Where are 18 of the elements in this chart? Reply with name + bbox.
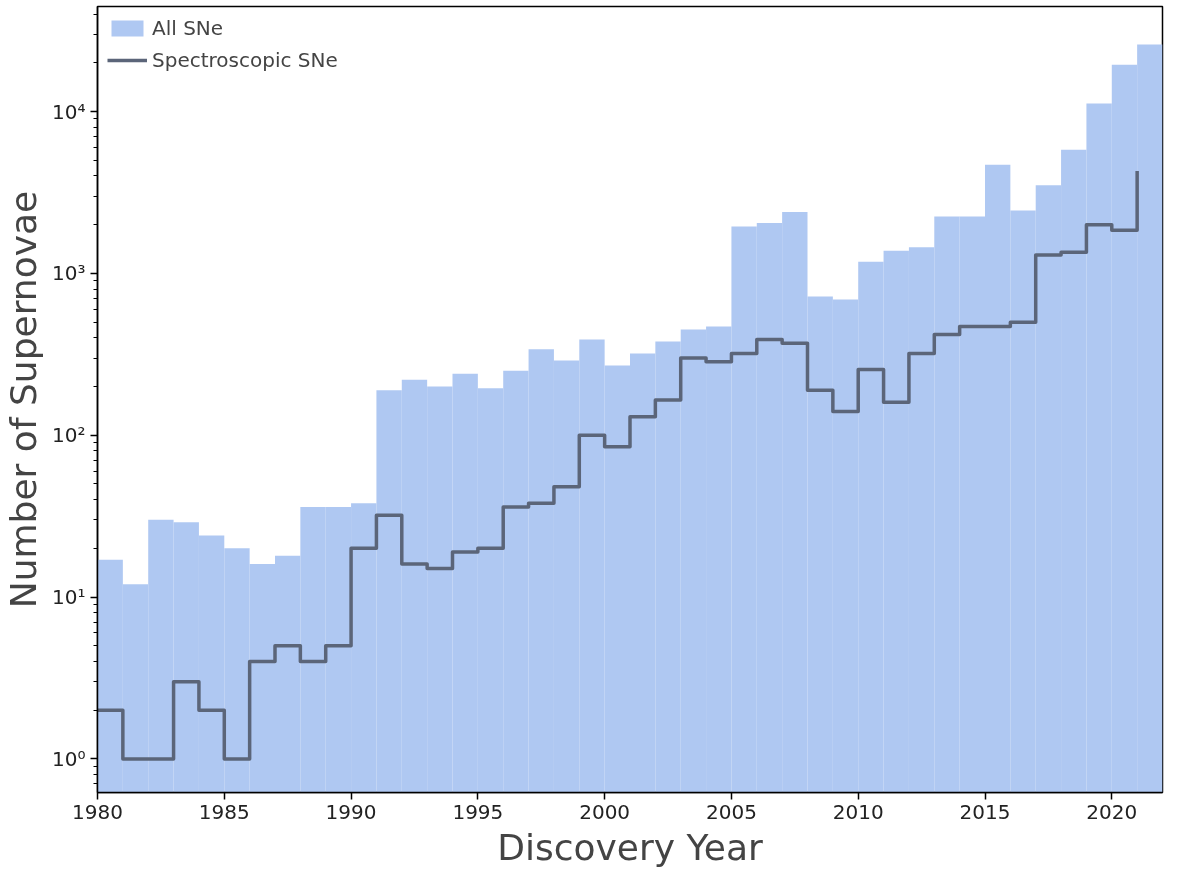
x-tick-label: 1985 xyxy=(198,799,250,824)
x-tick-label: 1990 xyxy=(325,799,377,824)
y-tick-label: 10¹ xyxy=(52,585,86,610)
x-tick-label: 2020 xyxy=(1086,799,1138,824)
y-tick-label: 10⁰ xyxy=(52,746,86,771)
x-tick-label: 2005 xyxy=(705,799,757,824)
y-tick-label: 10⁴ xyxy=(52,99,86,124)
x-tick-label: 2010 xyxy=(832,799,884,824)
x-tick-label: 1980 xyxy=(72,799,123,824)
x-tick-label: 2000 xyxy=(579,799,631,824)
y-axis-title: Number of Supernovae xyxy=(3,190,45,609)
y-tick-label: 10² xyxy=(52,423,86,448)
x-tick-label: 2015 xyxy=(959,799,1011,824)
legend-label: Spectroscopic SNe xyxy=(152,48,338,72)
x-axis-title: Discovery Year xyxy=(497,826,763,868)
x-tick-label: 1995 xyxy=(452,799,504,824)
legend-label: All SNe xyxy=(152,16,224,40)
y-tick-label: 10³ xyxy=(52,261,86,286)
